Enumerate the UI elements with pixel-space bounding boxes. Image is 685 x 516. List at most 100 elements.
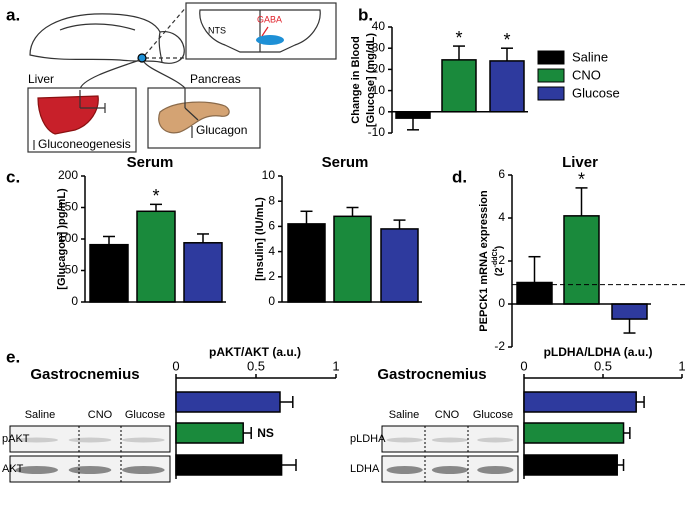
bar: [287, 223, 326, 303]
blot-band: [386, 466, 423, 474]
lane-label: CNO: [435, 409, 460, 421]
bar: [523, 422, 625, 444]
significance: *: [503, 30, 510, 50]
lane-label: CNO: [88, 409, 113, 421]
y-tick-label: 50: [65, 263, 79, 277]
brain-outline: [29, 13, 185, 64]
x-tick-label: 1: [332, 358, 339, 373]
blot-band: [15, 466, 58, 474]
x-tick-label: 0.5: [247, 358, 265, 373]
y-axis-label: (2-ddCt): [492, 246, 505, 277]
y-tick-label: 2: [268, 269, 275, 283]
bar: [175, 391, 281, 413]
significance: *: [455, 28, 462, 48]
legend-swatch: [537, 50, 565, 65]
inset-label: NTS: [208, 25, 226, 35]
blot-band: [431, 466, 469, 474]
brain-detail: [59, 23, 136, 31]
y-tick-label: 4: [498, 210, 505, 224]
diagram-label: Pancreas: [190, 72, 241, 86]
y-tick-label: 6: [498, 167, 505, 181]
y-axis-label: Change in Blood: [350, 36, 362, 123]
chart-title: Serum: [127, 154, 174, 171]
bar: [441, 59, 477, 113]
blot-band: [477, 466, 514, 474]
row-label: pAKT: [2, 433, 30, 445]
y-tick-label: -10: [368, 125, 386, 139]
y-tick-label: 8: [268, 193, 275, 207]
blot-band: [68, 466, 112, 474]
panel-label: b.: [358, 5, 373, 24]
pancreas: [158, 101, 230, 134]
chart-title: Liver: [562, 154, 598, 171]
y-axis-label-sup: -ddCt: [492, 248, 499, 267]
y-axis-label-part: ): [494, 246, 505, 249]
row-label: AKT: [2, 463, 24, 475]
legend-label: Saline: [572, 49, 608, 64]
x-tick-label: 1: [678, 358, 685, 373]
bar: [175, 454, 283, 476]
x-tick-label: 0: [520, 358, 527, 373]
chart-title: pAKT/AKT (a.u.): [209, 345, 301, 359]
blot-band: [121, 437, 165, 443]
liver: [37, 95, 99, 135]
y-tick-label: 4: [268, 244, 275, 258]
x-tick-label: 0.5: [594, 358, 612, 373]
bar: [516, 281, 553, 305]
lane-label: Saline: [25, 409, 56, 421]
bar: [333, 215, 372, 303]
blot-band: [386, 437, 423, 443]
lane-label: Glucose: [125, 409, 165, 421]
blot-band: [431, 437, 469, 443]
bar: [136, 210, 176, 303]
y-axis-label-part: (2: [494, 267, 505, 276]
bar: [175, 422, 244, 444]
y-axis-label: [Insulin] (IU/mL): [254, 197, 266, 281]
inset-label: GABA: [257, 14, 282, 24]
row-label: pLDHA: [350, 433, 386, 445]
legend-swatch: [537, 68, 565, 83]
y-tick-label: 100: [58, 231, 78, 245]
y-tick-label: -2: [494, 339, 505, 353]
blot-title: Gastrocnemius: [377, 366, 486, 383]
y-axis-label: [Glucagon] )pg/mL): [56, 188, 68, 290]
diagram: [27, 2, 337, 153]
blot-band: [15, 437, 58, 443]
y-tick-label: 10: [262, 168, 276, 182]
y-tick-label: 0: [71, 294, 78, 308]
panel-label: c.: [6, 167, 20, 186]
blot-title: Gastrocnemius: [30, 366, 139, 383]
nerve: [184, 107, 199, 121]
nerve: [79, 59, 141, 91]
y-axis-label: [Glucose] (mg/dL): [365, 33, 377, 127]
bar: [563, 215, 600, 305]
panel-label: e.: [6, 347, 20, 366]
nerve: [143, 61, 186, 89]
y-tick-label: 40: [372, 19, 386, 33]
blot-band: [121, 466, 165, 474]
bar: [183, 242, 223, 303]
connector: [144, 4, 189, 56]
significance: *: [578, 170, 585, 190]
bar: [89, 243, 129, 303]
y-tick-label: 10: [372, 83, 386, 97]
blot-band: [68, 437, 112, 443]
x-tick-label: 0: [172, 358, 179, 373]
y-tick-label: 150: [58, 200, 78, 214]
bar: [395, 111, 431, 119]
diagram-label: Glucagon: [196, 123, 247, 137]
brain-detail: [158, 31, 163, 63]
chart-title: pLDHA/LDHA (a.u.): [544, 345, 653, 359]
legend-label: Glucose: [572, 85, 620, 100]
significance: *: [152, 186, 159, 206]
legend-label: CNO: [572, 67, 601, 82]
bar: [611, 303, 648, 320]
y-tick-label: 200: [58, 168, 78, 182]
y-tick-label: 0: [268, 294, 275, 308]
y-tick-label: 0: [498, 296, 505, 310]
bar: [523, 391, 637, 413]
chart-title: Serum: [322, 154, 369, 171]
bar: [489, 60, 525, 113]
y-tick-label: 0: [378, 104, 385, 118]
